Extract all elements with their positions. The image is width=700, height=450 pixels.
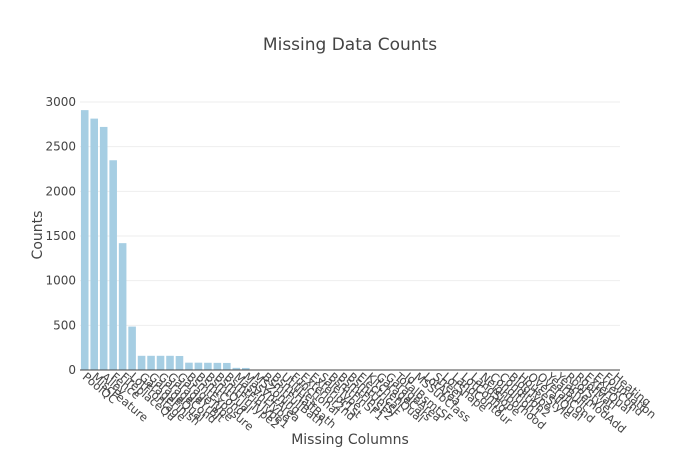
bar-BsmtFinType2 [213,362,222,370]
y-tick-label: 3000 [45,95,76,109]
bar-BsmtExposure [185,362,193,370]
gridlines [80,101,620,326]
chart-title: Missing Data Counts [263,35,437,55]
bar-GarageFinish [137,355,146,370]
bars [80,110,402,371]
y-tick-label: 2000 [45,184,76,198]
y-tick-label: 1000 [45,274,76,288]
x-axis-title: Missing Columns [291,432,409,448]
bar-GarageYrBlt [166,355,174,370]
bar-BsmtCond [194,362,203,370]
bar-MasVnrType [232,367,241,370]
y-axis-ticks: 0 500 1000 1500 2000 2500 3000 [45,95,76,377]
bar-GarageType [175,355,184,370]
y-axis-title: Counts [30,211,46,260]
bar-PoolQC [80,110,89,370]
bar-MiscFeature [90,118,98,370]
bar-BsmtFinType1 [223,362,231,370]
bar-FireplaceQu [118,243,127,370]
bar-GarageCond [156,355,165,370]
y-tick-label: 500 [53,318,76,332]
bar-LotFrontage [128,326,136,370]
bar-Fence [109,160,117,370]
x-axis-ticks: PoolQCMiscFeatureAlleyFenceFireplaceQuLo… [80,369,659,436]
bar-GarageQual [147,355,155,370]
y-tick-label: 2500 [45,140,76,154]
bar-MasVnrArea [242,367,250,370]
y-tick-label: 0 [68,363,76,377]
y-tick-label: 1500 [45,229,76,243]
bar-Alley [99,126,108,370]
bar-BsmtQual [204,362,212,370]
